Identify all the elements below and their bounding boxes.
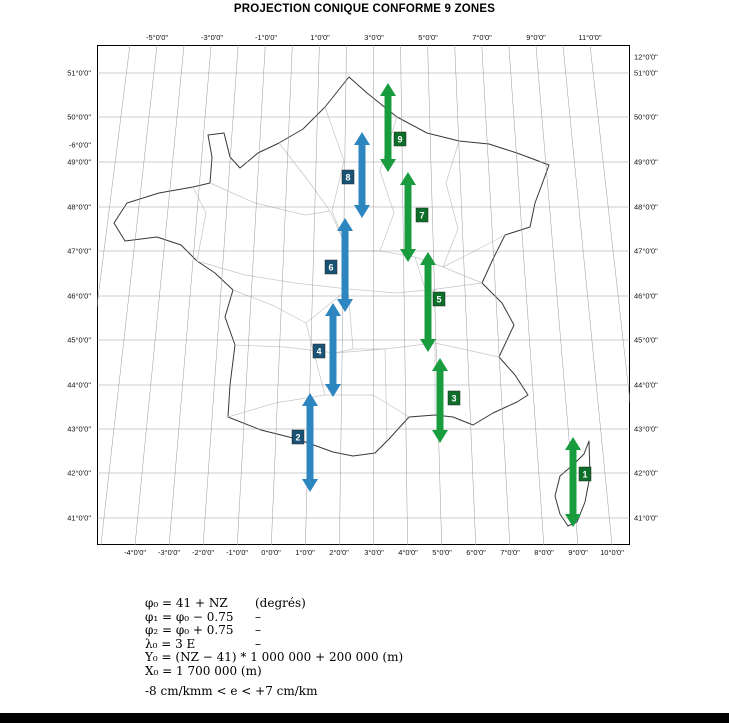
axis-tick-label: 0°0'0" — [261, 548, 281, 557]
zone-arrow-6: 6 — [324, 218, 353, 312]
zone-number-label: 4 — [316, 347, 321, 357]
zone-arrow-9: 9 — [380, 83, 407, 172]
axis-tick-label: 46°0'0" — [67, 291, 91, 301]
zone-number-label: 1 — [582, 470, 587, 480]
zone-arrow-1: 1 — [565, 437, 592, 527]
axis-tick-label: 45°0'0" — [67, 335, 91, 345]
axis-tick-label: -4°0'0" — [123, 548, 147, 557]
axis-tick-label: 48°0'0" — [634, 202, 658, 212]
formula-row: X₀ = 1 700 000 (m) — [145, 663, 262, 678]
axis-tick-label: 46°0'0" — [634, 291, 658, 301]
zone-number-label: 5 — [436, 295, 441, 305]
map-canvas: 1 2 3 4 5 6 7 8 9 — [97, 45, 630, 545]
zone-number-badge — [393, 131, 407, 147]
axis-tick-label: 47°0'0" — [67, 246, 91, 256]
axis-tick-label: 41°0'0" — [634, 513, 658, 523]
axis-tick-label: 43°0'0" — [634, 424, 658, 434]
formula-row: Y₀ = (NZ − 41) * 1 000 000 + 200 000 (m) — [145, 650, 404, 665]
axis-tick-label: 5°0'0" — [418, 33, 438, 42]
axis-tick-label: 41°0'0" — [67, 513, 91, 523]
tolerance-note: -8 cm/kmm < e < +7 cm/km — [145, 684, 318, 698]
axis-tick-label: 48°0'0" — [67, 202, 91, 212]
axis-tick-label: 1°0'0" — [295, 548, 315, 557]
axis-tick-label: 2°0'0" — [329, 548, 349, 557]
zone-number-badge — [415, 207, 429, 223]
axis-tick-label: 9°0'0" — [568, 548, 588, 557]
axis-tick-label: 45°0'0" — [634, 335, 658, 345]
formula-row: φ₂ = φ₀ + 0.75– — [145, 623, 261, 638]
axis-tick-label: 3°0'0" — [364, 548, 384, 557]
axis-tick-label: 51°0'0" — [67, 68, 91, 78]
formula-row: φ₁ = φ₀ − 0.75– — [145, 609, 261, 624]
axis-tick-label: 4°0'0" — [398, 548, 418, 557]
zone-number-badge — [341, 169, 355, 185]
axis-tick-label: 12°0'0" — [634, 52, 658, 62]
axis-tick-label: 44°0'0" — [67, 380, 91, 390]
axis-tick-label: -5°0'0" — [145, 33, 169, 42]
zone-number-badge — [447, 390, 461, 406]
zone-arrow-5: 5 — [420, 252, 446, 352]
map-frame — [97, 45, 630, 545]
axis-tick-label: 10°0'0" — [600, 548, 624, 557]
axis-tick-label: 50°0'0" — [634, 112, 658, 122]
france-map — [113, 76, 591, 527]
axis-tick-label: -1°0'0" — [254, 33, 278, 42]
axis-tick-label: 44°0'0" — [634, 380, 658, 390]
zone-number-badge — [578, 466, 592, 482]
zone-number-label: 8 — [345, 173, 350, 183]
formula-row: λ₀ = 3 E – — [145, 636, 261, 651]
axis-tick-label: 1°0'0" — [310, 33, 330, 42]
axis-tick-label: 11°0'0" — [578, 33, 602, 42]
zone-number-label: 9 — [397, 135, 402, 145]
axis-tick-label: 49°0'0" — [67, 157, 91, 167]
axis-tick-label: -3°0'0" — [200, 33, 224, 42]
axis-tick-label: 47°0'0" — [634, 246, 658, 256]
axis-tick-label: 9°0'0" — [526, 33, 546, 42]
department-boundaries — [192, 106, 506, 440]
zone-arrow-3: 3 — [432, 358, 461, 443]
axis-tick-label: -6°0'0" — [68, 140, 91, 150]
axis-tick-label: 6°0'0" — [466, 548, 486, 557]
figure-title: PROJECTION CONIQUE CONFORME 9 ZONES — [233, 3, 496, 15]
zone-number-badge — [432, 291, 446, 307]
axis-tick-label: 50°0'0" — [67, 112, 91, 122]
axis-tick-label: 49°0'0" — [634, 157, 658, 167]
zone-number-label: 6 — [328, 263, 333, 273]
axis-tick-label: 7°0'0" — [500, 548, 520, 557]
zone-arrow-8: 8 — [341, 132, 370, 218]
axis-tick-label: 3°0'0" — [364, 33, 384, 42]
axis-tick-label: 8°0'0" — [534, 548, 554, 557]
zone-number-label: 3 — [451, 394, 456, 404]
axis-tick-label: 43°0'0" — [67, 424, 91, 434]
axis-tick-label: 7°0'0" — [472, 33, 492, 42]
zone-number-badge — [312, 343, 326, 359]
formula-row: φ₀ = 41 + NZ (degrés) — [145, 596, 306, 610]
zone-arrow-7: 7 — [400, 172, 429, 262]
axis-tick-label: -2°0'0" — [191, 548, 215, 557]
zone-number-badge — [291, 429, 305, 445]
axis-tick-label: -3°0'0" — [157, 548, 181, 557]
zone-arrow-2: 2 — [291, 393, 318, 492]
axis-tick-label: 42°0'0" — [634, 468, 658, 478]
zone-number-label: 7 — [419, 211, 424, 221]
bottom-black-bar — [0, 713, 729, 723]
zone-arrows: 1 2 3 4 5 6 7 8 9 — [291, 83, 592, 527]
zone-number-label: 2 — [295, 433, 300, 443]
axis-tick-label: -1°0'0" — [225, 548, 249, 557]
projection-formulas: φ₀ = 41 + NZ (degrés) φ₁ = φ₀ − 0.75– φ₂ = … — [145, 596, 403, 678]
axis-tick-label: 42°0'0" — [67, 468, 91, 478]
zone-number-badge — [324, 259, 338, 275]
axis-tick-label: 51°0'0" — [634, 68, 658, 78]
zone-arrow-4: 4 — [312, 303, 341, 397]
axis-tick-label: 5°0'0" — [432, 548, 452, 557]
